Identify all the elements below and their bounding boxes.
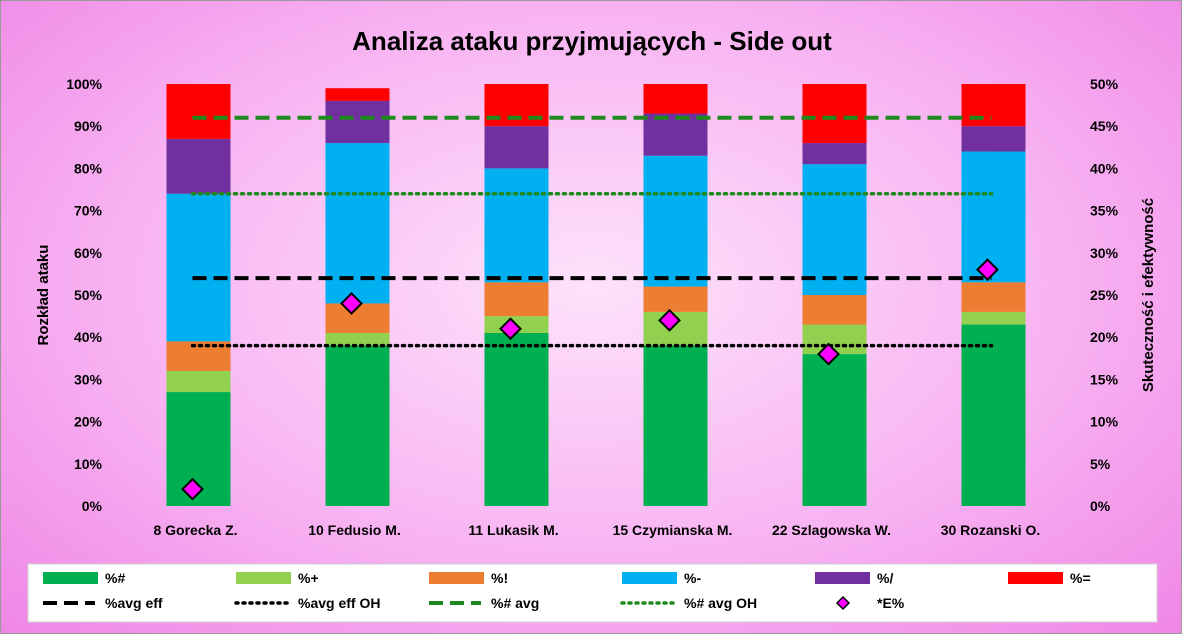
y2-tick-label: 35% (1090, 203, 1119, 219)
legend-swatch (236, 572, 291, 584)
y2-tick-label: 10% (1090, 414, 1119, 430)
category-label: 30 Rozanski O. (941, 522, 1041, 538)
legend-swatch (815, 572, 870, 584)
y-tick-label: 100% (66, 76, 102, 92)
bar-segment (484, 84, 549, 127)
legend-label: %= (1070, 570, 1091, 586)
legend-swatch (622, 572, 677, 584)
y-tick-label: 40% (74, 329, 103, 345)
y-tick-label: 70% (74, 203, 103, 219)
chart-title: Analiza ataku przyjmujących - Side out (352, 26, 832, 56)
y2-tick-label: 20% (1090, 329, 1119, 345)
y-tick-label: 90% (74, 118, 103, 134)
markers-group (181, 258, 999, 501)
legend-box (27, 563, 1158, 623)
category-label: 11 Lukasik M. (468, 522, 558, 538)
bar-segment (166, 84, 231, 139)
legend-label: %+ (298, 570, 319, 586)
bar-segment (166, 370, 231, 393)
y2-tick-label: 50% (1090, 76, 1119, 92)
legend-label: *E% (877, 595, 905, 611)
category-label: 8 Gorecka Z. (153, 522, 237, 538)
legend-swatch (43, 572, 98, 584)
category-label: 15 Czymianska M. (613, 522, 733, 538)
y-axis-title: Rozkład ataku (35, 245, 52, 346)
bar-segment (643, 345, 708, 506)
bar-segment (643, 84, 708, 114)
legend-swatch (429, 572, 484, 584)
y2-tick-label: 30% (1090, 245, 1119, 261)
category-label: 10 Fedusio M. (308, 522, 401, 538)
bar-segment (802, 84, 867, 144)
y-tick-label: 50% (74, 287, 103, 303)
y-tick-label: 10% (74, 456, 103, 472)
legend: %# %+%! %- %/ %= %avg eff %avg eff OH %# avg %# … (43, 570, 1091, 611)
y-tick-label: 30% (74, 371, 103, 387)
legend-label: %- (684, 570, 701, 586)
bar-segment (484, 332, 549, 506)
y-axis-ticks: 0% 10% 20% 30% 40% 50% 60% 70% 80% 90% 100% (66, 76, 102, 514)
bar-segment (325, 100, 390, 144)
legend-label: %# avg OH (684, 595, 757, 611)
marker-point (181, 477, 204, 501)
y2-tick-label: 15% (1090, 371, 1119, 387)
bar-segment (325, 345, 390, 506)
bar-segment (802, 295, 867, 325)
bar-segment (802, 164, 867, 295)
category-label: 22 Szlagowska W. (772, 522, 891, 538)
marker-point (499, 317, 522, 341)
bar-segment (484, 282, 549, 317)
bar-segment (643, 113, 708, 156)
bar-segment (961, 324, 1026, 506)
bar-segment (325, 332, 390, 346)
y-tick-label: 20% (74, 414, 103, 430)
bar-segment (484, 126, 549, 169)
bar-segment (961, 282, 1026, 312)
bar-segment (325, 88, 390, 101)
legend-label: %avg eff (105, 595, 163, 611)
y2-tick-label: 0% (1090, 498, 1111, 514)
legend-swatch (1008, 572, 1063, 584)
marker-point (976, 258, 999, 282)
marker-point (817, 342, 840, 366)
bar-segment (166, 138, 231, 194)
y-tick-label: 0% (82, 498, 103, 514)
legend-label: %/ (877, 570, 893, 586)
legend-label: %avg eff OH (298, 595, 380, 611)
reference-lines (190, 115, 994, 348)
bar-segment (802, 354, 867, 506)
bars-group (166, 84, 1026, 506)
legend-label: %! (491, 570, 508, 586)
bar-segment (961, 126, 1026, 152)
bar-segment (961, 311, 1026, 325)
bar-segment (961, 84, 1026, 127)
y2-axis-title: Skuteczność i efektywność (1140, 198, 1157, 392)
category-labels: 8 Gorecka Z. 10 Fedusio M. 11 Lukasik M. 15… (153, 522, 1040, 538)
y2-tick-label: 45% (1090, 118, 1119, 134)
y-tick-label: 80% (74, 160, 103, 176)
y2-axis-ticks: 0% 5% 10% 15% 20% 25% 30% 35% 40% 45% 50% (1090, 76, 1119, 514)
bar-segment (961, 151, 1026, 283)
legend-label: %# (105, 570, 125, 586)
y2-tick-label: 5% (1090, 456, 1111, 472)
bar-segment (802, 143, 867, 165)
marker-point (658, 308, 681, 332)
bar-segment (484, 168, 549, 283)
bar-segment (166, 193, 231, 342)
legend-swatch (835, 595, 851, 611)
legend-label: %# avg (491, 595, 539, 611)
bar-segment (643, 155, 708, 287)
marker-point (340, 292, 363, 315)
y2-tick-label: 40% (1090, 160, 1119, 176)
bar-segment (643, 286, 708, 312)
y-tick-label: 60% (74, 245, 103, 261)
y2-tick-label: 25% (1090, 287, 1119, 303)
bar-segment (325, 143, 390, 304)
